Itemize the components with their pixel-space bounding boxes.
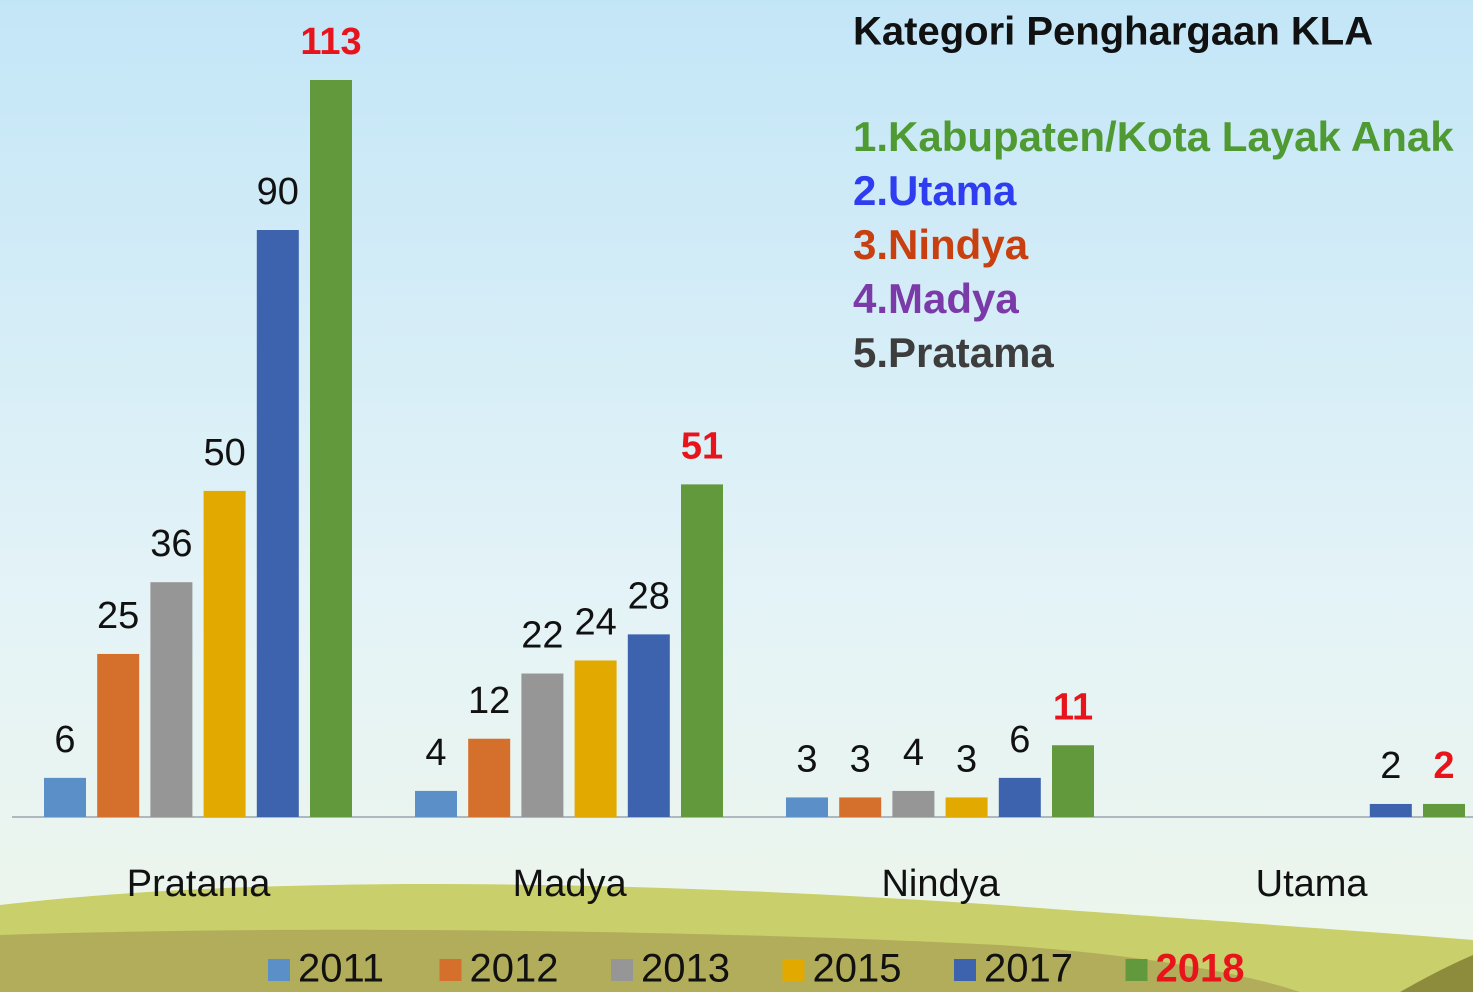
value-label: 3	[956, 738, 977, 780]
value-label: 4	[903, 732, 924, 774]
bar	[628, 634, 670, 817]
x-tick-label: Madya	[513, 863, 628, 905]
annotation-title: Kategori Penghargaan KLA	[853, 10, 1373, 54]
bar	[1052, 745, 1094, 817]
legend-label: 2011	[298, 947, 384, 991]
bar	[468, 739, 510, 817]
bar	[839, 797, 881, 817]
x-tick-label: Nindya	[881, 863, 1000, 905]
bar	[892, 791, 934, 817]
value-label: 22	[521, 615, 563, 657]
value-label: 12	[468, 680, 510, 722]
value-label: 2	[1380, 745, 1401, 787]
bar	[1423, 804, 1465, 817]
bar	[575, 660, 617, 817]
annotation: 4.Madya	[853, 275, 1019, 322]
legend-label: 2012	[470, 947, 559, 991]
legend-label: 2013	[641, 947, 730, 991]
legend-swatch	[1126, 959, 1148, 981]
legend-swatch	[783, 959, 805, 981]
value-label: 25	[97, 595, 139, 637]
bar	[681, 484, 723, 817]
value-label: 113	[300, 21, 361, 63]
legend-label: 2017	[984, 947, 1073, 991]
legend-swatch	[611, 959, 633, 981]
bar	[310, 80, 352, 817]
x-tick-label: Utama	[1256, 863, 1369, 905]
value-label: 3	[850, 738, 871, 780]
annotation: 3.Nindya	[853, 221, 1029, 268]
legend-swatch	[268, 959, 290, 981]
value-label: 51	[681, 425, 723, 467]
value-label: 3	[796, 738, 817, 780]
value-label: 90	[257, 171, 299, 213]
value-label: 2	[1433, 745, 1454, 787]
bar	[204, 491, 246, 817]
value-label: 36	[150, 523, 192, 565]
value-label: 50	[203, 432, 245, 474]
value-label: 28	[628, 575, 670, 617]
bar	[257, 230, 299, 817]
value-label: 4	[425, 732, 446, 774]
bar	[946, 797, 988, 817]
value-label: 24	[574, 602, 616, 644]
value-label: 6	[1009, 719, 1030, 761]
annotation: 1.Kabupaten/Kota Layak Anak	[853, 113, 1454, 160]
bar	[97, 654, 139, 817]
chart: Kategori Penghargaan KLA 1.Kabupaten/Kot…	[0, 0, 1473, 992]
legend-label: 2018	[1156, 947, 1245, 991]
bar	[786, 797, 828, 817]
legend-swatch	[440, 959, 462, 981]
page: {"chart_data": { "type": "bar", "annotat…	[0, 0, 1473, 992]
x-tick-label: Pratama	[127, 863, 271, 905]
annotation: 5.Pratama	[853, 329, 1054, 376]
bar	[44, 778, 86, 817]
annotation: 2.Utama	[853, 167, 1017, 214]
bar	[999, 778, 1041, 817]
bar	[415, 791, 457, 817]
value-label: 6	[54, 719, 75, 761]
bar	[150, 582, 192, 817]
bar	[1370, 804, 1412, 817]
value-label: 11	[1053, 686, 1093, 728]
legend-swatch	[954, 959, 976, 981]
bar	[521, 674, 563, 817]
legend-label: 2015	[813, 947, 902, 991]
